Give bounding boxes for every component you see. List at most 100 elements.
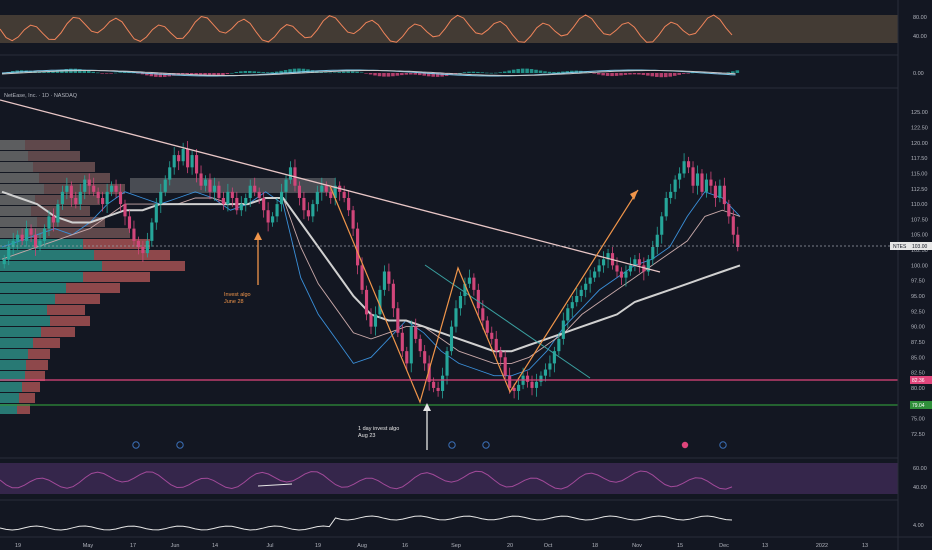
y-tick-label: 117.50 [911, 156, 927, 162]
candle-body [284, 179, 288, 192]
candle-body [691, 167, 695, 186]
candle-body [561, 320, 565, 339]
y-tick-label: 115.00 [911, 171, 927, 177]
macd-histogram-bar [404, 73, 409, 75]
candle-body [105, 191, 109, 205]
candle-body [150, 222, 154, 241]
candle-body [356, 228, 360, 266]
volume-profile-bar-up [0, 217, 37, 227]
candle-body [678, 173, 682, 180]
macd-histogram-bar [203, 73, 207, 77]
macd-histogram-bar [324, 72, 328, 73]
atr-label: 4.00 [913, 523, 924, 529]
volume-profile-bar-down [28, 151, 80, 161]
macd-histogram-bar [480, 72, 485, 73]
volume-profile-bar-down [83, 272, 150, 282]
y-tick-label: 112.50 [911, 187, 927, 193]
candle-body [190, 155, 194, 168]
candle-body [409, 326, 413, 364]
candle-body [400, 332, 404, 352]
x-tick-label: May [83, 543, 94, 549]
candle-body [262, 197, 266, 211]
macd-histogram-bar [364, 73, 368, 74]
annotation-june28-date: June 28 [224, 299, 244, 305]
macd-histogram-bar [100, 73, 104, 74]
candle-body [669, 191, 673, 198]
event-marker[interactable] [176, 441, 184, 449]
macd-histogram-bar [417, 73, 422, 76]
volume-profile-bar-up [0, 393, 19, 403]
y-tick-label: 95.00 [911, 294, 925, 300]
macd-histogram-bar [355, 71, 359, 73]
volume-profile-bar-down [39, 173, 110, 183]
candle-body [208, 179, 212, 192]
price-tag-value: 103.00 [912, 244, 928, 250]
candle-body [288, 167, 293, 180]
macd-histogram-bar [248, 71, 252, 73]
candle-body [566, 308, 570, 321]
macd-histogram-bar [256, 71, 261, 73]
symbol-title: NetEase, Inc. · 1D · NASDAQ [4, 93, 78, 99]
candle-body [525, 375, 530, 382]
volume-profile-bar-down [55, 294, 100, 304]
event-marker[interactable] [482, 441, 490, 449]
x-tick-label: Nov [632, 543, 642, 549]
macd-histogram-bar [350, 71, 355, 73]
y-tick-label: 97.50 [911, 279, 925, 285]
event-marker[interactable] [719, 441, 727, 449]
candle-body [360, 265, 364, 290]
candle-body [423, 351, 427, 364]
candle-body [16, 234, 20, 241]
candle-body [467, 277, 471, 284]
macd-histogram-bar [646, 73, 650, 76]
candle-body [463, 283, 467, 297]
candle-body [253, 185, 257, 192]
volume-profile-bar-up [0, 261, 102, 271]
candle-body [508, 375, 512, 388]
macd-histogram-bar [55, 70, 60, 73]
candle-body [539, 375, 543, 382]
y-tick-label: 102.50 [911, 248, 928, 254]
macd-histogram-bar [391, 73, 395, 77]
candle-body [159, 191, 163, 205]
consolidation-box [130, 178, 335, 193]
candle-body [499, 351, 503, 358]
volume-profile-bar-up [0, 294, 55, 304]
candle-body [212, 185, 217, 192]
volume-profile-bar-down [25, 140, 70, 150]
candle-body [682, 161, 686, 174]
macd-histogram-bar [516, 68, 520, 73]
candle-body [11, 240, 15, 247]
y-tick-label: 110.00 [911, 202, 927, 208]
macd-histogram-bar [735, 70, 740, 73]
macd-histogram-bar [422, 73, 427, 76]
macd-histogram-bar [637, 73, 641, 75]
candle-body [123, 204, 127, 217]
event-marker[interactable] [681, 441, 689, 449]
macd-histogram-bar [552, 72, 556, 73]
candle-body [543, 369, 548, 376]
macd-histogram-bar [529, 69, 534, 73]
macd-histogram-bar [668, 73, 673, 77]
macd-histogram-bar [78, 69, 82, 73]
macd-histogram-bar [163, 73, 167, 77]
macd-histogram-bar [28, 70, 33, 73]
macd-histogram-bar [261, 72, 265, 73]
macd-histogram-bar [677, 73, 681, 75]
atr-line [0, 515, 733, 531]
candle-body [494, 338, 498, 352]
macd-histogram-bar [672, 73, 677, 76]
macd-histogram-bar [538, 70, 543, 73]
volume-profile-bar-down [33, 338, 60, 348]
event-marker[interactable] [448, 441, 456, 449]
volume-profile-bar-up [0, 206, 31, 216]
macd-histogram-bar [95, 72, 100, 74]
candle-body [7, 246, 11, 260]
rsi-band [0, 463, 898, 494]
candle-body [454, 308, 458, 327]
candle-body [615, 265, 619, 272]
macd-histogram-bar [386, 73, 391, 77]
macd-histogram-bar [690, 72, 695, 74]
candle-body [221, 197, 225, 205]
event-marker[interactable] [132, 441, 140, 449]
